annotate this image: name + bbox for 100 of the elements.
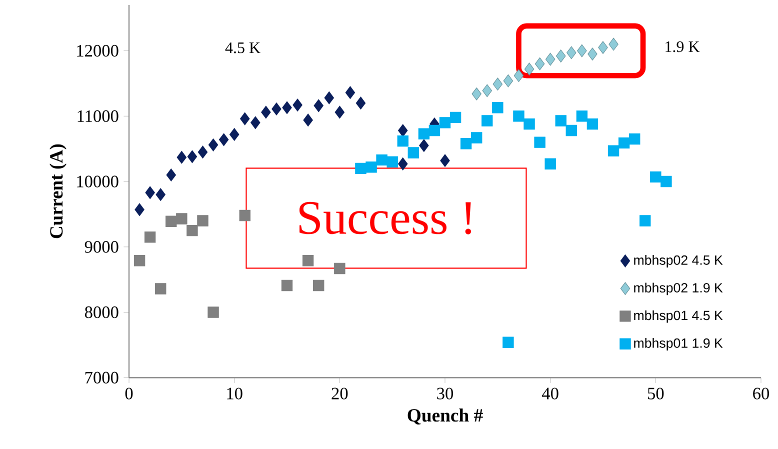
point [166,168,176,182]
y-tick-label: 10000 [77,176,118,188]
point [345,86,356,100]
point [355,162,366,174]
point [239,210,250,222]
point [155,283,166,294]
point [398,157,408,170]
annotation: 4.5 K [225,42,260,54]
point [586,118,598,130]
point [397,135,408,147]
point [134,255,146,266]
point [503,74,514,88]
point [366,162,377,173]
point [376,154,388,166]
point [640,215,651,226]
point [145,186,155,200]
y-tick-label: 11000 [78,110,118,122]
point [492,78,503,91]
x-tick-label: 20 [332,388,348,400]
point [524,62,534,76]
point [261,106,271,119]
point [356,96,366,110]
legend-label: mbhsp02 4.5 K [634,255,723,268]
point [566,46,576,60]
point [576,110,588,122]
point [282,101,292,114]
point [598,41,608,54]
legend-label: mbhsp02 1.9 K [634,282,723,296]
point [418,128,430,140]
point [555,115,566,126]
point [472,88,482,100]
point [187,150,198,164]
point [208,138,218,152]
annotation: Success ! [299,202,472,234]
point [156,188,166,201]
point [218,133,229,146]
point [534,57,545,70]
point [544,158,556,170]
legend-label: mbhsp01 4.5 K [634,310,723,323]
point [240,112,250,126]
x-tick-label: 40 [542,388,558,400]
point [514,69,524,82]
point [608,38,618,51]
point [660,176,672,188]
point [545,52,556,66]
point [314,99,324,112]
y-axis-title: Current (A) [50,144,66,238]
point [650,171,662,183]
x-tick-label: 0 [125,388,133,400]
point [313,280,324,292]
point [513,110,524,122]
point [408,147,420,158]
point [197,215,208,226]
point [229,128,240,141]
point [428,124,440,136]
point [198,146,208,158]
point [302,255,314,266]
point [250,116,260,130]
point [208,306,219,318]
x-tick-label: 10 [227,388,242,400]
point [628,133,640,145]
point [303,114,313,126]
x-tick-label: 30 [437,388,454,400]
point [482,84,492,98]
point [176,213,188,224]
annotation: 1.9 K [666,41,700,52]
y-tick-label: 9000 [84,241,118,253]
point [618,137,630,149]
point [534,136,546,148]
point [502,336,514,348]
point [134,203,144,216]
legend-label: mbhsp01 1.9 K [634,338,723,350]
y-tick-label: 7000 [85,372,118,384]
point [398,124,408,137]
point [588,48,598,60]
point [566,124,578,136]
point [556,50,566,62]
point [608,145,620,156]
x-tick-label: 60 [753,388,769,400]
point [281,280,293,292]
point [176,150,187,164]
point [186,224,198,236]
point [439,117,451,128]
point [577,44,587,58]
point [492,102,504,114]
point [386,156,398,168]
point [482,115,493,126]
y-tick-label: 12000 [77,44,118,57]
point [272,102,282,116]
point [144,231,156,243]
point [334,106,345,119]
point [460,138,472,150]
point [419,139,429,152]
point [334,262,346,274]
point [450,112,462,124]
point [440,154,450,168]
point [166,216,177,227]
x-axis-title: Quench # [408,408,483,425]
x-tick-label: 50 [648,388,664,400]
point [471,132,482,144]
